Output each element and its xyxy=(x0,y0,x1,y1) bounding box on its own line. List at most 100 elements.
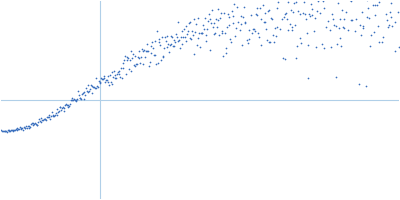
Point xyxy=(164,45,170,49)
Point xyxy=(2,129,9,132)
Point xyxy=(108,83,115,86)
Point xyxy=(140,63,146,66)
Point xyxy=(146,60,153,63)
Point xyxy=(264,10,271,13)
Point xyxy=(146,64,152,67)
Point xyxy=(282,57,288,60)
Point xyxy=(60,105,66,108)
Point xyxy=(166,51,172,54)
Point xyxy=(66,104,72,107)
Point xyxy=(68,98,74,101)
Point xyxy=(24,126,30,130)
Point xyxy=(77,96,84,99)
Point xyxy=(149,40,155,43)
Point xyxy=(349,19,356,22)
Point xyxy=(391,21,398,24)
Point xyxy=(21,125,27,128)
Point xyxy=(59,106,65,110)
Point xyxy=(75,90,81,93)
Point xyxy=(67,103,73,106)
Point xyxy=(225,12,231,15)
Point xyxy=(170,44,177,47)
Point xyxy=(167,35,174,38)
Point xyxy=(242,20,249,23)
Point xyxy=(254,13,261,17)
Point xyxy=(266,8,272,12)
Point xyxy=(293,0,300,3)
Point xyxy=(57,105,64,108)
Point xyxy=(210,25,216,28)
Point xyxy=(147,44,154,47)
Point xyxy=(238,15,244,18)
Point xyxy=(56,109,62,112)
Point xyxy=(207,48,214,51)
Point xyxy=(72,99,78,102)
Point xyxy=(374,3,380,6)
Point xyxy=(374,24,381,27)
Point xyxy=(115,70,121,73)
Point xyxy=(199,31,206,34)
Point xyxy=(389,24,395,28)
Point xyxy=(109,71,116,74)
Point xyxy=(244,38,250,41)
Point xyxy=(217,16,223,20)
Point xyxy=(150,54,157,57)
Point xyxy=(370,30,377,33)
Point xyxy=(38,116,44,120)
Point xyxy=(163,35,170,38)
Point xyxy=(328,12,335,15)
Point xyxy=(116,69,123,72)
Point xyxy=(88,84,94,87)
Point xyxy=(197,45,203,49)
Point xyxy=(336,36,343,39)
Point xyxy=(263,27,269,31)
Point xyxy=(41,118,48,121)
Point xyxy=(30,122,36,125)
Point xyxy=(84,90,90,93)
Point xyxy=(138,56,144,59)
Point xyxy=(6,129,13,132)
Point xyxy=(300,12,306,15)
Point xyxy=(114,72,120,75)
Point xyxy=(15,127,22,131)
Point xyxy=(166,43,173,46)
Point xyxy=(100,74,107,77)
Point xyxy=(292,57,299,60)
Point xyxy=(257,17,264,21)
Point xyxy=(150,46,156,49)
Point xyxy=(205,20,211,23)
Point xyxy=(110,75,116,79)
Point xyxy=(18,127,24,130)
Point xyxy=(64,106,71,109)
Point xyxy=(287,22,293,25)
Point xyxy=(1,129,7,132)
Point xyxy=(372,13,378,16)
Point xyxy=(56,106,63,109)
Point xyxy=(162,40,169,43)
Point xyxy=(206,17,213,20)
Point xyxy=(300,0,307,3)
Point xyxy=(43,119,49,122)
Point xyxy=(303,18,309,21)
Point xyxy=(272,26,278,29)
Point xyxy=(48,114,54,117)
Point xyxy=(14,129,20,132)
Point xyxy=(158,36,165,39)
Point xyxy=(312,17,318,20)
Point xyxy=(51,114,57,118)
Point xyxy=(156,37,162,41)
Point xyxy=(97,81,104,84)
Point xyxy=(376,41,382,44)
Point xyxy=(69,99,76,102)
Point xyxy=(52,112,59,115)
Point xyxy=(105,80,112,83)
Point xyxy=(200,24,206,27)
Point xyxy=(256,36,262,39)
Point xyxy=(308,2,314,5)
Point xyxy=(182,36,188,39)
Point xyxy=(211,22,218,25)
Point xyxy=(256,7,263,10)
Point xyxy=(339,9,345,12)
Point xyxy=(213,17,219,20)
Point xyxy=(136,57,142,60)
